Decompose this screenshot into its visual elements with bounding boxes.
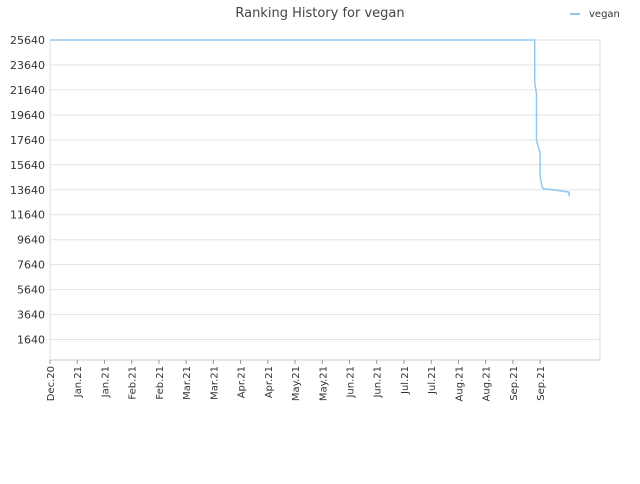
gridlines: [50, 39, 600, 341]
x-tick-label: Jan.21: [73, 366, 84, 398]
x-tick-label: Feb.21: [155, 366, 166, 400]
x-tick-label: Apr.21: [264, 366, 275, 398]
y-tick-label: 11640: [10, 209, 45, 222]
x-tick-label: Sep.21: [536, 366, 547, 401]
y-tick-labels: 1640 3640 5640 7640 9640 11640 13640 15640 17640…: [10, 34, 45, 347]
x-tick-label: Jan.21: [100, 366, 111, 398]
x-tick-label: Aug.21: [454, 366, 465, 401]
x-tick-label: May.21: [291, 366, 302, 401]
x-tick-label: Aug.21: [482, 366, 493, 401]
y-tick-label: 3640: [17, 309, 45, 322]
y-tick-label: 13640: [10, 184, 45, 197]
x-tick-label: May.21: [318, 366, 329, 401]
x-tick-label: Apr.21: [237, 366, 248, 398]
x-tick-label: Jul.21: [427, 366, 438, 395]
legend-label: vegan: [589, 9, 620, 20]
x-tick-label: Jun.21: [373, 366, 384, 399]
y-tick-label: 21640: [10, 84, 45, 97]
series-layer: [50, 39, 570, 197]
y-tick-label: 1640: [17, 334, 45, 347]
y-tick-label: 23640: [10, 59, 45, 72]
x-tick-label: Mar.21: [209, 366, 220, 400]
legend[interactable]: vegan: [570, 9, 620, 20]
plot-frame: [49, 39, 601, 361]
x-tick-label: Sep.21: [509, 366, 520, 401]
x-tick-label: Mar.21: [182, 366, 193, 400]
y-tick-label: 25640: [10, 34, 45, 47]
series-line-vegan: [50, 39, 570, 197]
y-tick-label: 7640: [17, 259, 45, 272]
y-tick-label: 17640: [10, 134, 45, 147]
axes: [49, 39, 601, 364]
y-tick-label: 15640: [10, 159, 45, 172]
x-tick-label: Feb.21: [128, 366, 139, 400]
y-tick-label: 9640: [17, 234, 45, 247]
x-tick-labels: Dec.20 Jan.21 Jan.21 Feb.21 Feb.21 Mar.21 Mar.…: [46, 366, 547, 401]
x-tick-label: Jul.21: [400, 366, 411, 395]
y-tick-label: 19640: [10, 109, 45, 122]
x-tick-label: Dec.20: [46, 366, 57, 401]
y-tick-label: 5640: [17, 284, 45, 297]
chart-title: Ranking History for vegan: [235, 6, 404, 21]
x-tick-label: Jun.21: [346, 366, 357, 399]
